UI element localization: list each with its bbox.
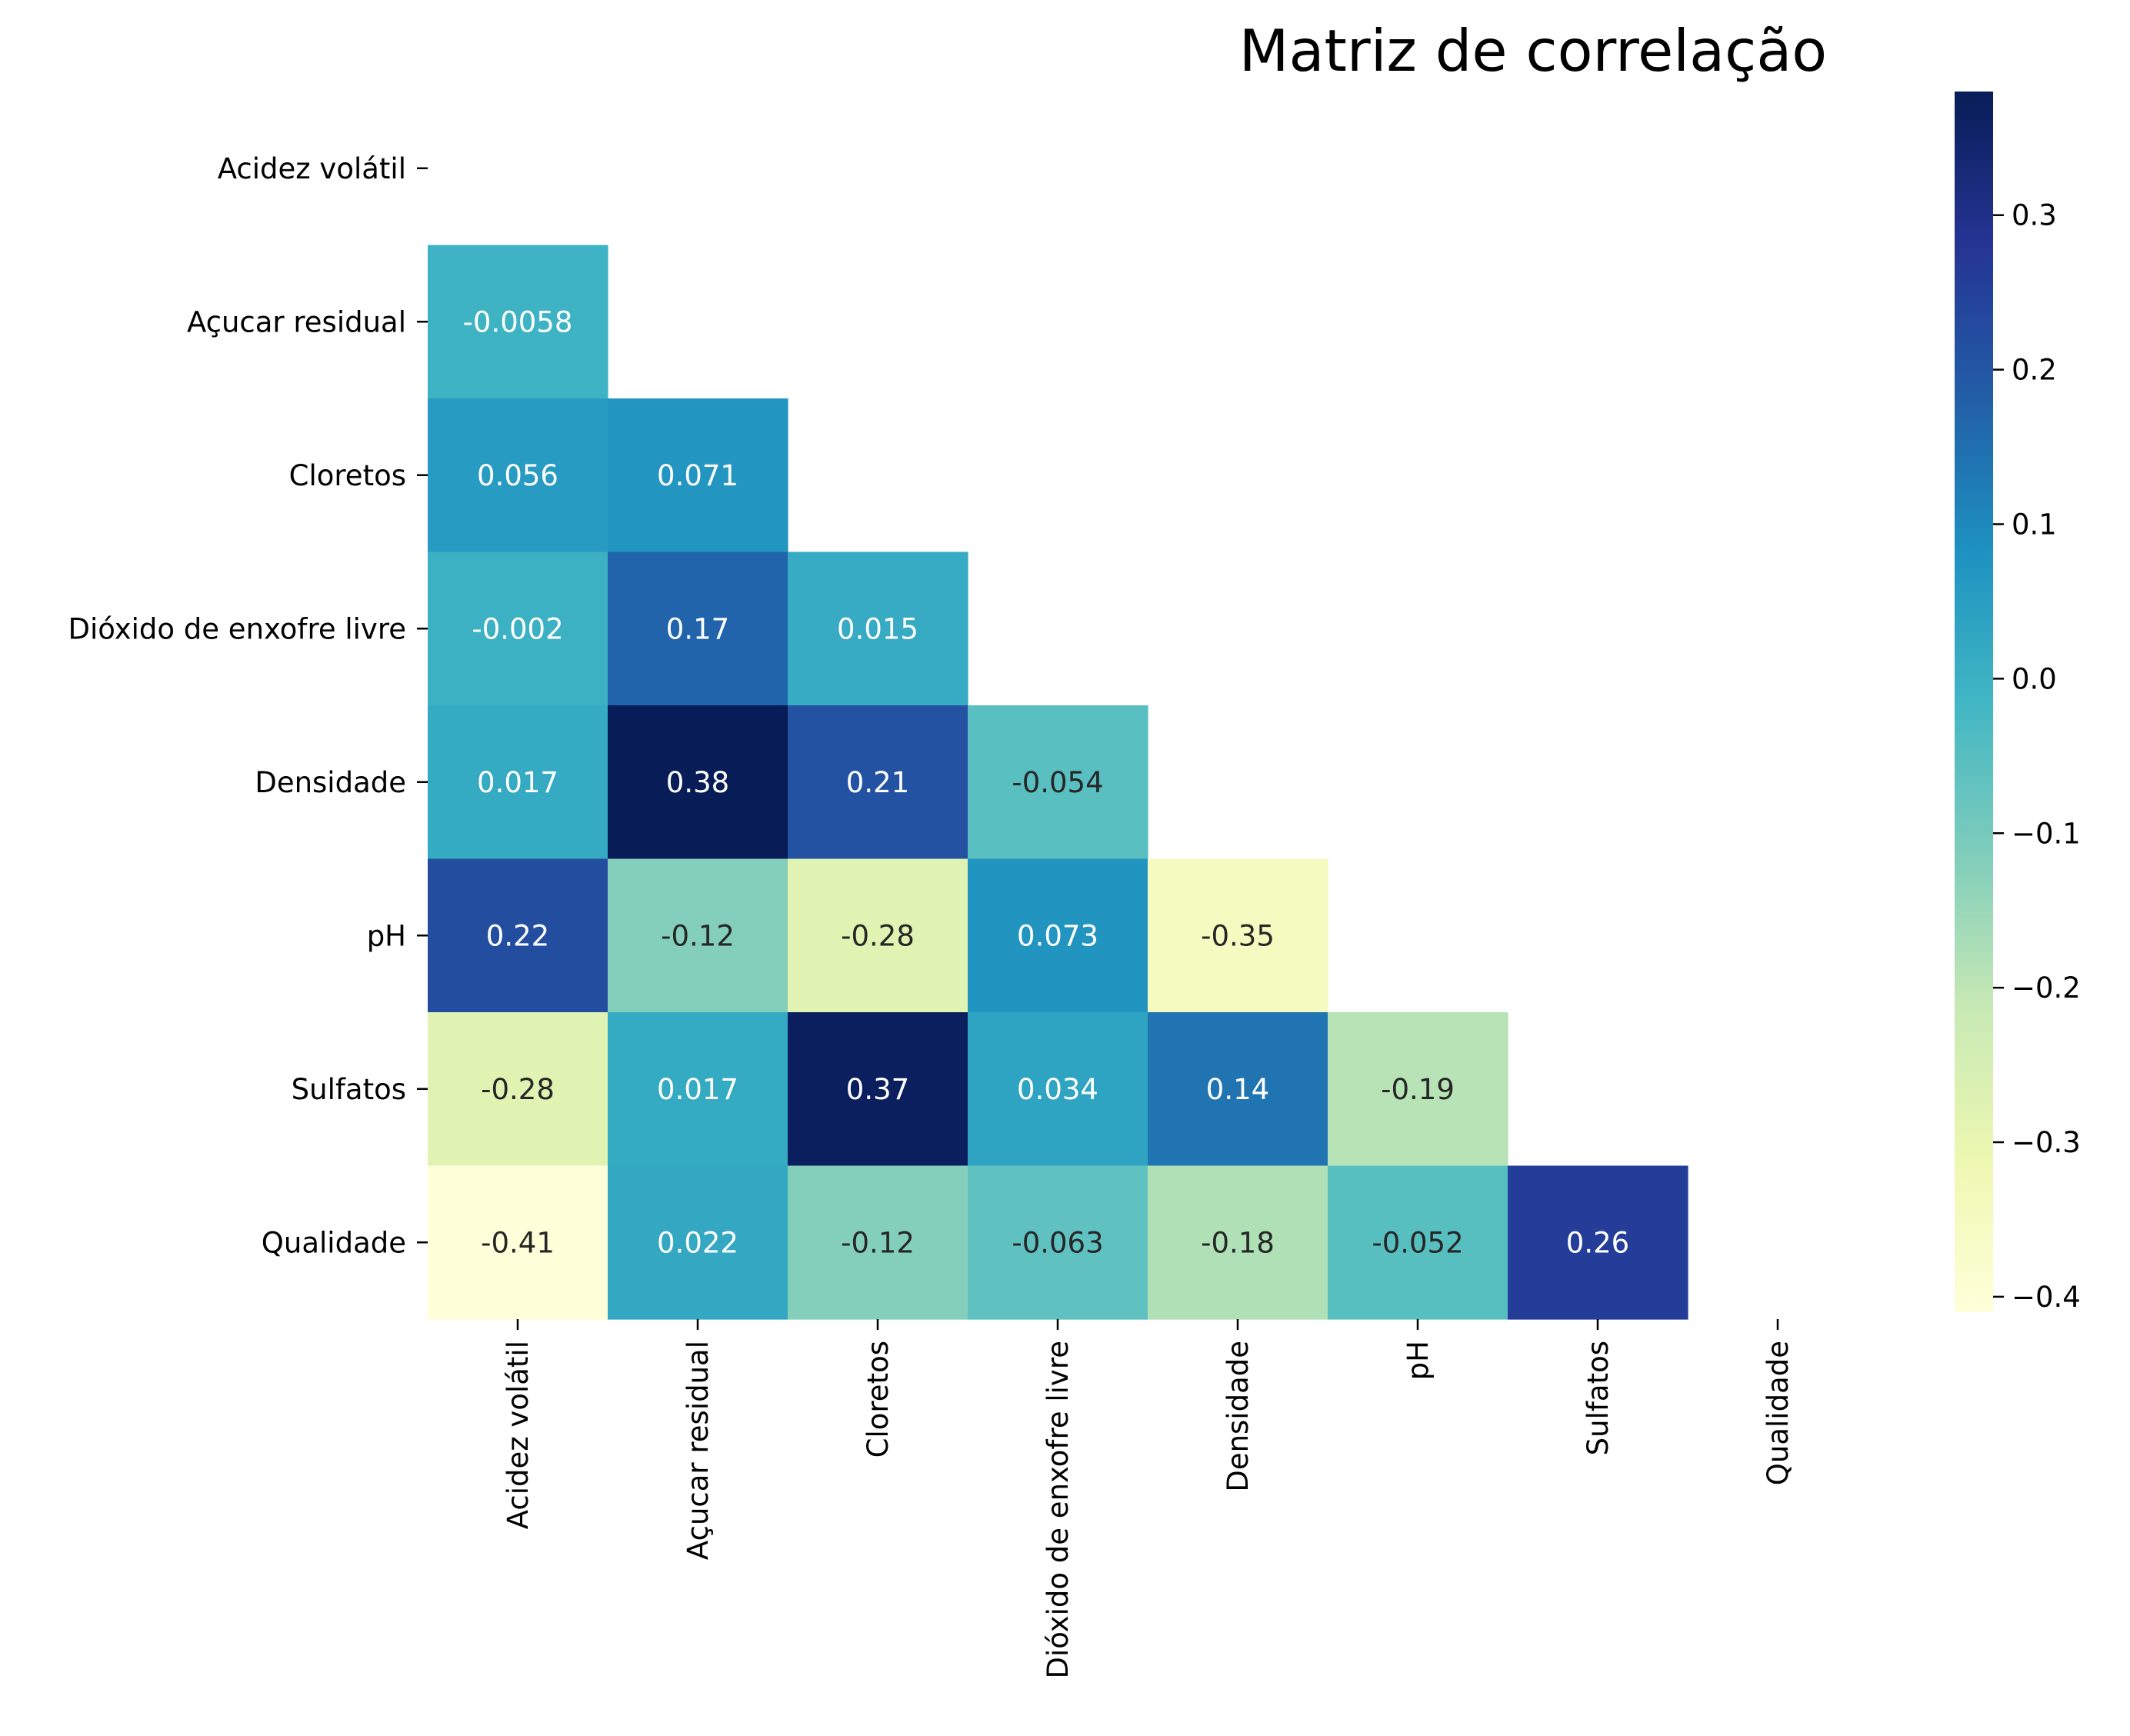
cell-value-label: 0.056	[477, 459, 558, 492]
y-tick-label: pH	[367, 919, 406, 952]
y-tick-label: Açucar residual	[187, 305, 406, 338]
y-tick-label: Sulfatos	[292, 1073, 406, 1106]
heatmap-cell	[428, 245, 608, 399]
colorbar-tick-label: −0.3	[2012, 1126, 2081, 1159]
y-tick-label: Qualidade	[262, 1226, 406, 1259]
colorbar-tick-label: 0.1	[2012, 508, 2057, 541]
heatmap-cell	[608, 1012, 788, 1167]
heatmap-cell	[608, 551, 788, 706]
heatmap-cell	[1148, 1165, 1328, 1320]
cell-value-label: -0.12	[661, 919, 735, 952]
heatmap-cell	[788, 858, 968, 1013]
colorbar: 0.3 0.2 0.1 0.0 −0.1 −0.2 −0.3 −0.4	[1955, 92, 2081, 1314]
cell-value-label: 0.38	[666, 766, 729, 799]
heatmap-cell	[428, 858, 608, 1013]
cell-value-label: 0.22	[486, 919, 549, 952]
cell-value-label: -0.41	[481, 1226, 555, 1259]
colorbar-ticks: 0.3 0.2 0.1 0.0 −0.1 −0.2 −0.3 −0.4	[1993, 199, 2081, 1314]
cell-value-label: -0.0058	[463, 305, 573, 338]
cell-value-label: -0.002	[472, 612, 563, 645]
y-tick-label: Dióxido de enxofre livre	[68, 612, 406, 645]
heatmap-cell	[968, 1012, 1148, 1167]
x-tick-label: Qualidade	[1762, 1341, 1795, 1485]
heatmap-cell	[1148, 1012, 1328, 1167]
cell-value-label: -0.12	[841, 1226, 915, 1259]
colorbar-tick-label: −0.1	[2012, 817, 2081, 850]
colorbar-tick-label: −0.2	[2012, 971, 2081, 1005]
heatmap-cell	[1328, 1165, 1508, 1320]
y-axis: Acidez volátil Açucar residual Cloretos Dió…	[68, 152, 428, 1259]
heatmap-cell	[968, 1165, 1148, 1320]
heatmap-cell	[428, 398, 608, 553]
cell-value-label: -0.052	[1372, 1226, 1463, 1259]
heatmap-cell	[428, 1012, 608, 1167]
heatmap-cell	[788, 1012, 968, 1167]
x-tick-label: Dióxido de enxofre livre	[1042, 1341, 1075, 1679]
x-axis: Acidez volátil Açucar residual Cloretos Dió…	[502, 1319, 1795, 1679]
heatmap-cell	[788, 1165, 968, 1320]
heatmap-cells	[428, 245, 1688, 1320]
cell-value-label: 0.17	[666, 612, 729, 645]
cell-value-label: -0.063	[1012, 1226, 1103, 1259]
heatmap-cell	[428, 705, 608, 860]
y-tick-label: Densidade	[255, 766, 406, 799]
x-tick-label: Acidez volátil	[502, 1341, 535, 1529]
y-tick-label: Acidez volátil	[218, 152, 406, 185]
cell-value-label: 0.14	[1206, 1073, 1269, 1106]
heatmap-cell	[608, 705, 788, 860]
heatmap-cell	[608, 1165, 788, 1320]
x-tick-label: Cloretos	[862, 1341, 895, 1458]
cell-value-label: 0.073	[1017, 919, 1098, 952]
x-tick-label: Sulfatos	[1582, 1341, 1615, 1455]
colorbar-tick-label: 0.2	[2012, 354, 2057, 387]
y-tick-label: Cloretos	[289, 459, 406, 492]
heatmap-cell	[1148, 858, 1328, 1013]
cell-value-label: 0.26	[1566, 1226, 1629, 1259]
x-tick-label: pH	[1402, 1341, 1435, 1380]
cell-value-label: 0.071	[657, 459, 738, 492]
heatmap-cell	[1328, 1012, 1508, 1167]
cell-value-label: 0.015	[837, 612, 918, 645]
colorbar-tick-label: −0.4	[2012, 1281, 2081, 1314]
colorbar-gradient	[1955, 92, 1993, 1312]
heatmap-cell	[968, 705, 1148, 860]
heatmap-cell	[608, 858, 788, 1013]
colorbar-tick-label: 0.3	[2012, 199, 2057, 232]
heatmap-cell-labels: -0.0058 0.056 0.071 -0.002 0.17 0.015 0.017 0.3…	[463, 305, 1630, 1259]
x-tick-label: Densidade	[1222, 1341, 1255, 1492]
cell-value-label: 0.034	[1017, 1073, 1098, 1106]
heatmap-cell	[428, 551, 608, 706]
cell-value-label: 0.017	[657, 1073, 738, 1106]
cell-value-label: -0.35	[1201, 919, 1275, 952]
colorbar-tick-label: 0.0	[2012, 662, 2057, 695]
heatmap-cell	[968, 858, 1148, 1013]
heatmap-cell	[428, 1165, 608, 1320]
cell-value-label: -0.28	[841, 919, 915, 952]
cell-value-label: 0.37	[846, 1073, 909, 1106]
x-tick-label: Açucar residual	[682, 1341, 715, 1560]
cell-value-label: -0.19	[1381, 1073, 1455, 1106]
cell-value-label: -0.18	[1201, 1226, 1275, 1259]
chart-title: Matriz de correlação	[1239, 17, 1827, 85]
cell-value-label: 0.21	[846, 766, 909, 799]
cell-value-label: -0.054	[1012, 766, 1103, 799]
cell-value-label: -0.28	[481, 1073, 555, 1106]
heatmap-cell	[608, 398, 788, 553]
heatmap-cell	[788, 705, 968, 860]
cell-value-label: 0.017	[477, 766, 558, 799]
heatmap-cell	[788, 551, 968, 706]
heatmap-cell	[1508, 1165, 1688, 1320]
cell-value-label: 0.022	[657, 1226, 738, 1259]
